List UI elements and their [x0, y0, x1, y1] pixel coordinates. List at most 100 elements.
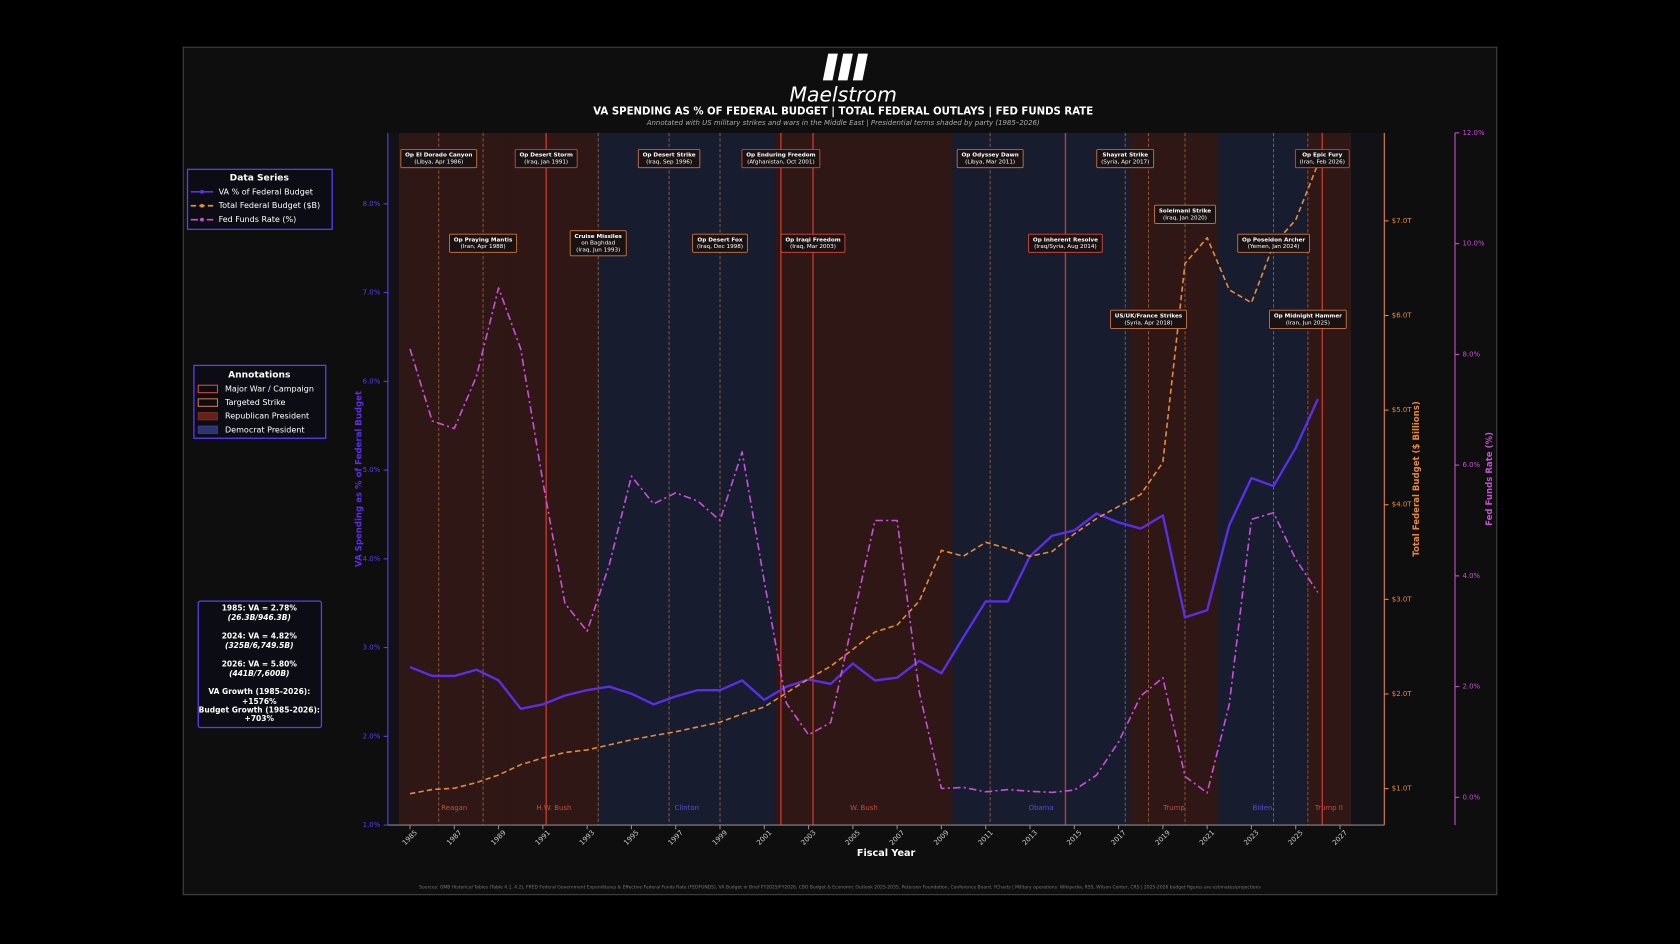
event-label: (Iraq, Dec 1998) [697, 244, 743, 250]
legend-label: Democrat President [225, 425, 305, 434]
event-labels: Op El Dorado Canyon(Libya, Apr 1986) Op P… [400, 149, 1350, 329]
event-label: Soleimani Strike [1159, 208, 1211, 214]
y-tick-label: 6.0% [363, 377, 381, 385]
event-label: Op Inherent Resolve [1033, 237, 1098, 243]
stats-line: (325B/6,749.5B) [225, 641, 293, 650]
term-label: Clinton [675, 804, 700, 812]
event-label: (Iraq/Syria, Aug 2014) [1034, 244, 1097, 250]
event-box [741, 149, 821, 169]
axes: 1985 1987 1989 1991 1993 1995 1997 1999 2001 2003… [363, 129, 1485, 847]
event-label: Op Desert Strike [643, 153, 696, 159]
stats-line: 2026: VA = 5.80% [222, 659, 298, 668]
y-tick-label: $3.0T [1392, 595, 1412, 603]
legend-label: Targeted Strike [224, 398, 285, 407]
legend-marker [200, 203, 204, 208]
term-shading: Reagan H.W. Bush Clinton W. Bush Obama Trump B… [398, 132, 1352, 826]
event-label: Shayrat Strike [1102, 153, 1148, 159]
legend-swatch [197, 384, 219, 394]
legend-swatch [197, 411, 219, 421]
y-tick-label: 3.0% [363, 644, 381, 652]
term-label: Biden [1253, 804, 1273, 812]
y-tick-label: 6.0% [1463, 461, 1481, 469]
event-label: (Libya, Mar 2011) [965, 160, 1015, 166]
event-label: (Iran, Apr 1988) [461, 244, 506, 250]
term-label: W. Bush [850, 804, 878, 812]
event-box [1294, 149, 1350, 169]
event-label: (Iraq, Jan 2020) [1163, 215, 1207, 221]
series-line [409, 287, 1319, 794]
term-span [1129, 132, 1219, 826]
term-label: Trump [1162, 804, 1185, 812]
plot-area [387, 132, 1385, 826]
event-label: Op Desert Fox [697, 237, 743, 243]
event-label: (Syria, Apr 2018) [1124, 320, 1172, 326]
stats-line: (26.3B/946.3B) [228, 613, 291, 622]
event-label: (Iran, Jun 2025) [1286, 320, 1330, 326]
term-label: Trump II [1314, 804, 1343, 812]
legend-swatch [197, 425, 219, 435]
stats-line: (441B/7,600B) [229, 669, 289, 678]
event-label: Op Desert Storm [519, 153, 572, 159]
y-tick-label: $5.0T [1392, 406, 1412, 414]
event-label: Op Enduring Freedom [746, 153, 815, 159]
y-tick-label: 10.0% [1463, 240, 1485, 248]
chart-subtitle: Annotated with US military strikes and w… [646, 119, 1040, 127]
stats-line: +703% [245, 714, 275, 723]
y-tick-label: $7.0T [1392, 217, 1412, 225]
legend-swatch [197, 398, 219, 407]
y-tick-label: 4.0% [363, 555, 381, 563]
event-label: Op Praying Mantis [454, 237, 513, 243]
y-axis-label: VA Spending as % of Federal Budget [354, 391, 364, 567]
event-box [1269, 309, 1347, 329]
y-tick-label: $2.0T [1392, 690, 1412, 698]
event-label: on Baghdad [581, 241, 615, 247]
y-tick-label: 1.0% [363, 821, 381, 829]
annotation-legend: Annotations Major War / Campaign Targeted … [193, 364, 327, 439]
stats-line: 2024: VA = 4.82% [222, 631, 298, 640]
event-box [514, 149, 578, 169]
legend-title: Annotations [228, 371, 290, 381]
legend-label: Major War / Campaign [225, 384, 314, 393]
y-tick-label: 8.0% [363, 200, 381, 208]
y-tick-label: 5.0% [363, 466, 381, 474]
series [409, 163, 1319, 795]
event-label: (Iraq, Jun 1993) [576, 248, 620, 254]
event-box [692, 233, 748, 253]
event-box [1237, 233, 1310, 253]
event-label: US/UK/France Strikes [1115, 313, 1183, 319]
event-box [400, 149, 478, 169]
chart-title: VA SPENDING AS % OF FEDERAL BUDGET | TOT… [593, 106, 1093, 117]
event-box [1028, 233, 1103, 253]
legend-label: Republican President [225, 412, 309, 421]
event-label: Op Epic Fury [1302, 153, 1342, 159]
event-label: Op El Dorado Canyon [405, 153, 472, 159]
legend-title: Data Series [230, 173, 289, 183]
event-label: Op Odyssey Dawn [961, 153, 1018, 159]
logo-text: Maelstrom [790, 82, 897, 106]
series-line [409, 398, 1319, 710]
y-tick-label: $1.0T [1392, 785, 1412, 793]
legend-marker [200, 189, 204, 194]
x-axis-label: Fiscal Year [857, 848, 916, 859]
event-label: Cruise Missiles [574, 234, 622, 240]
event-box [569, 230, 627, 257]
term-span [1306, 132, 1352, 826]
stats-line: +1576% [242, 697, 277, 706]
y-tick-label: 12.0% [1463, 129, 1485, 137]
y-tick-label: $4.0T [1392, 501, 1412, 509]
event-label: (Iraq, Jan 1991) [524, 160, 568, 166]
event-box [449, 233, 518, 253]
term-label: H.W. Bush [536, 804, 571, 812]
stats-line: Budget Growth (1985-2026): [199, 705, 320, 714]
event-label: (Iraq, Mar 2003) [790, 244, 836, 250]
y-tick-label: 7.0% [363, 289, 381, 297]
event-box [1096, 149, 1155, 169]
legend: Data Series VA % of Federal Budget Total F… [186, 168, 333, 230]
legend-label: Total Federal Budget ($B) [218, 201, 321, 210]
event-label: (Libya, Apr 1986) [414, 160, 463, 166]
event-box [956, 149, 1024, 169]
event-box [1110, 309, 1187, 329]
legend-marker [200, 217, 204, 222]
y-tick-label: $6.0T [1392, 312, 1412, 320]
